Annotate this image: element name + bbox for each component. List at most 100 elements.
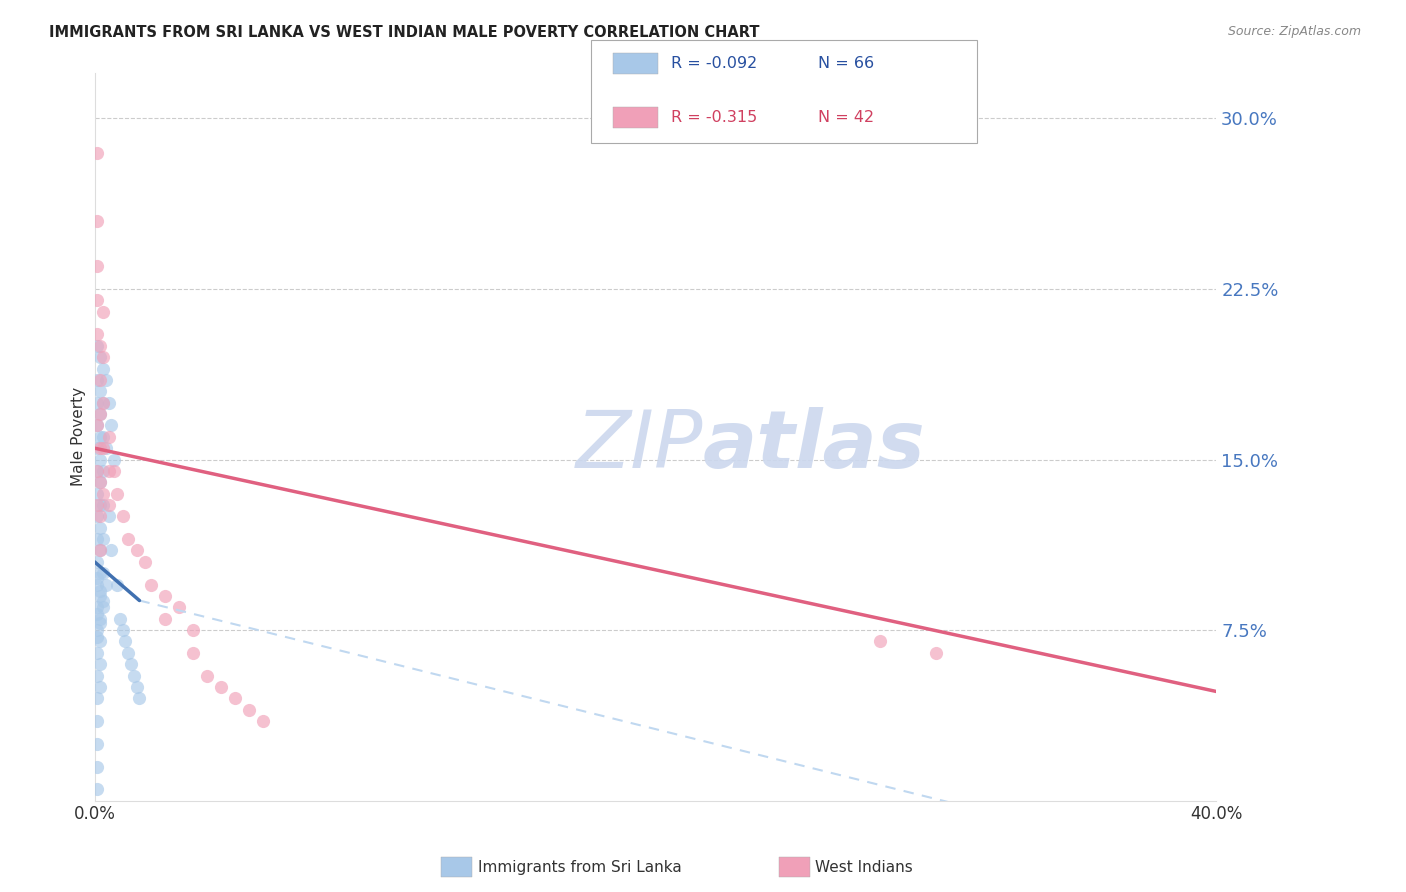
Point xyxy=(86,214,108,228)
Point xyxy=(86,571,108,585)
Point xyxy=(111,509,134,524)
Point xyxy=(86,418,108,433)
Point xyxy=(91,600,114,615)
Point xyxy=(94,577,117,591)
Point xyxy=(91,593,114,607)
Point xyxy=(89,634,111,648)
Point xyxy=(125,543,148,558)
Point xyxy=(91,498,114,512)
Point xyxy=(89,384,111,399)
Text: West Indians: West Indians xyxy=(815,860,914,874)
Text: R = -0.092: R = -0.092 xyxy=(671,56,756,70)
Point xyxy=(89,509,111,524)
Point xyxy=(97,430,120,444)
Point xyxy=(120,657,142,672)
Point xyxy=(91,566,114,581)
Point xyxy=(97,464,120,478)
Point xyxy=(925,646,948,660)
Point xyxy=(86,339,108,353)
Point xyxy=(91,441,114,455)
Point xyxy=(91,350,114,364)
Point xyxy=(91,395,114,409)
Point xyxy=(86,577,108,591)
Point xyxy=(105,486,128,500)
Point xyxy=(252,714,274,728)
Point xyxy=(114,634,136,648)
Point xyxy=(86,759,108,773)
Point xyxy=(89,441,111,455)
Point xyxy=(209,680,232,694)
Point xyxy=(128,691,150,706)
Point xyxy=(105,577,128,591)
Point xyxy=(91,395,114,409)
Point xyxy=(91,532,114,546)
Point xyxy=(89,616,111,631)
Point xyxy=(86,646,108,660)
Point xyxy=(103,452,125,467)
Point xyxy=(86,532,108,546)
Point xyxy=(167,600,190,615)
Point xyxy=(86,418,108,433)
Point xyxy=(89,498,111,512)
Y-axis label: Male Poverty: Male Poverty xyxy=(72,387,86,486)
Point xyxy=(89,407,111,421)
Point xyxy=(86,441,108,455)
Point xyxy=(86,600,108,615)
Point xyxy=(86,498,108,512)
Point xyxy=(86,607,108,622)
Point xyxy=(869,634,891,648)
Point xyxy=(117,646,139,660)
Text: Source: ZipAtlas.com: Source: ZipAtlas.com xyxy=(1227,25,1361,38)
Text: N = 66: N = 66 xyxy=(818,56,875,70)
Point xyxy=(97,395,120,409)
Point xyxy=(94,441,117,455)
Point xyxy=(195,668,218,682)
Point xyxy=(97,509,120,524)
Point xyxy=(89,680,111,694)
Point xyxy=(86,782,108,797)
Text: N = 42: N = 42 xyxy=(818,111,875,125)
Point xyxy=(86,714,108,728)
Point xyxy=(89,657,111,672)
Point xyxy=(97,498,120,512)
Point xyxy=(86,395,108,409)
Point xyxy=(86,509,108,524)
Point xyxy=(100,543,122,558)
Point xyxy=(86,691,108,706)
Point xyxy=(139,577,162,591)
Point xyxy=(91,430,114,444)
Point xyxy=(89,475,111,490)
Point xyxy=(86,464,108,478)
Text: atlas: atlas xyxy=(703,407,925,485)
Point xyxy=(91,361,114,376)
Point xyxy=(103,464,125,478)
Point xyxy=(181,623,204,637)
Point xyxy=(100,418,122,433)
Point xyxy=(86,630,108,644)
Point xyxy=(181,646,204,660)
Point xyxy=(86,327,108,342)
Point xyxy=(89,339,111,353)
Point xyxy=(86,623,108,637)
Point xyxy=(94,373,117,387)
Point xyxy=(108,612,131,626)
Point xyxy=(89,566,111,581)
Point xyxy=(91,304,114,318)
Text: Immigrants from Sri Lanka: Immigrants from Sri Lanka xyxy=(478,860,682,874)
Point xyxy=(89,373,111,387)
Point xyxy=(134,555,156,569)
Point xyxy=(89,543,111,558)
Point xyxy=(89,407,111,421)
Point xyxy=(89,521,111,535)
Point xyxy=(86,293,108,308)
Point xyxy=(86,555,108,569)
Text: ZIP: ZIP xyxy=(575,407,703,485)
Point xyxy=(89,475,111,490)
Point xyxy=(91,464,114,478)
Point xyxy=(153,612,176,626)
Point xyxy=(86,145,108,160)
Point xyxy=(86,464,108,478)
Point xyxy=(89,430,111,444)
Point xyxy=(89,589,111,603)
Point xyxy=(89,612,111,626)
